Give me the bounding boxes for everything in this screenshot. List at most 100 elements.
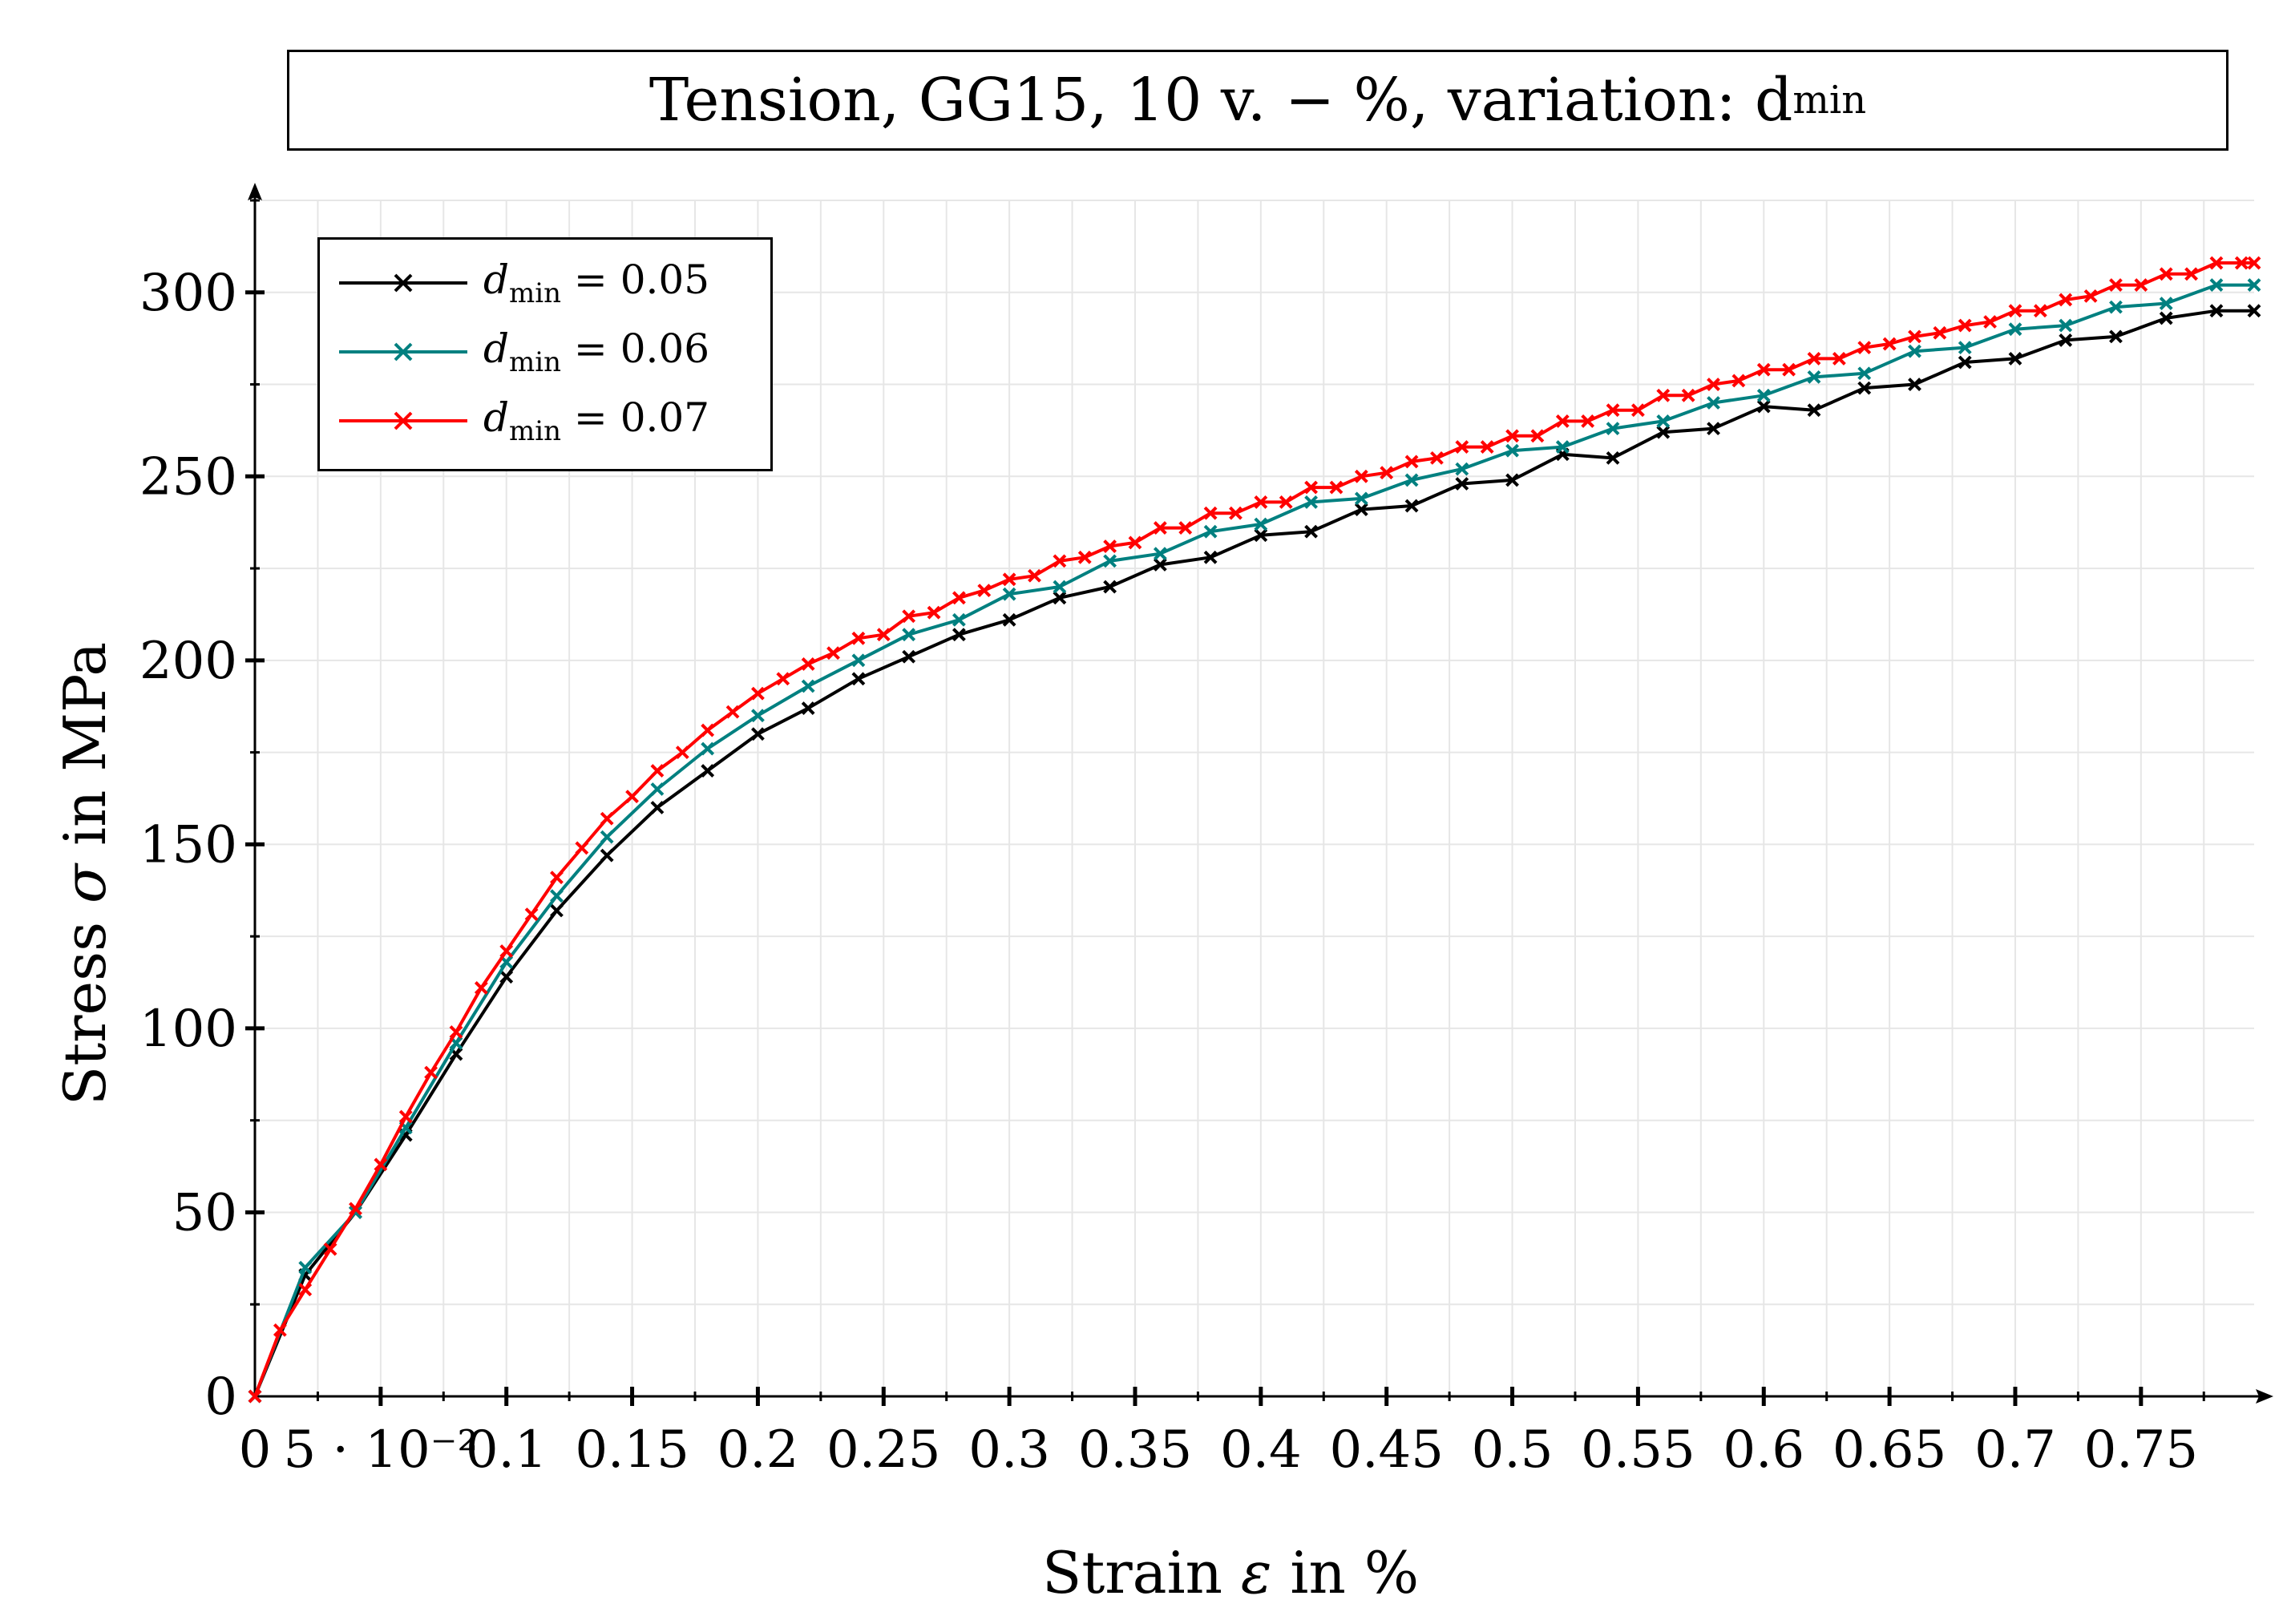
data-point	[1203, 524, 1218, 539]
data-point	[2247, 256, 2261, 270]
data-point	[499, 970, 514, 984]
data-point	[1455, 440, 1469, 454]
x-tick-label: 0.35	[1078, 1420, 1193, 1480]
data-point	[776, 672, 790, 686]
y-axis-label-symbol: σ	[51, 863, 119, 904]
legend-label: dmin = 0.06	[483, 325, 709, 378]
data-point	[1455, 477, 1469, 491]
data-point	[1807, 370, 1821, 384]
data-point	[751, 709, 765, 723]
data-point	[600, 830, 614, 844]
data-point	[2083, 289, 2098, 303]
data-point	[1681, 388, 1695, 402]
data-point	[1756, 388, 1771, 402]
y-axis-label-text: Stress	[51, 903, 119, 1106]
x-tick-label: 0.75	[2084, 1420, 2199, 1480]
x-tick-label: 0.1	[466, 1420, 548, 1480]
data-point	[1455, 462, 1469, 476]
y-tick-label: 50	[172, 1183, 237, 1242]
data-point	[851, 672, 866, 686]
data-point	[1053, 591, 1067, 605]
data-point	[1555, 414, 1570, 428]
data-point	[1581, 414, 1595, 428]
legend-subscript: min	[509, 415, 562, 447]
data-point	[1933, 325, 1947, 340]
data-point	[2209, 304, 2224, 318]
data-point	[1153, 547, 1167, 561]
data-point	[1178, 521, 1193, 535]
data-point	[1958, 355, 1972, 370]
data-point	[701, 723, 715, 737]
x-axis-label-symbol: ε	[1240, 1539, 1272, 1606]
data-point	[1279, 495, 1293, 509]
data-point	[1782, 362, 1796, 377]
data-point	[876, 628, 891, 642]
x-tick-label: 0.15	[575, 1420, 689, 1480]
data-point	[1983, 315, 1998, 329]
y-tick-label: 250	[139, 447, 237, 507]
legend: dmin = 0.05 dmin = 0.06 dmin = 0.07	[317, 237, 773, 471]
data-point	[2109, 329, 2123, 344]
data-point	[273, 1323, 287, 1337]
chart-title-text: Tension, GG15, 10 v. − %, variation: d	[649, 66, 1793, 135]
y-tick-label: 100	[139, 1000, 237, 1059]
legend-item: dmin = 0.06	[339, 320, 709, 384]
data-point	[1103, 539, 1117, 553]
data-point	[1505, 429, 1519, 443]
data-point	[826, 646, 840, 661]
chart-title: Tension, GG15, 10 v. − %, variation: d mi…	[287, 50, 2228, 151]
data-point	[1028, 568, 1041, 583]
x-tick-label: 0.6	[1723, 1420, 1804, 1480]
data-point	[1731, 374, 1746, 388]
data-point	[725, 705, 740, 719]
data-point	[1103, 580, 1117, 594]
data-point	[952, 612, 966, 627]
chart-title-subscript: min	[1792, 78, 1867, 123]
data-point	[1756, 399, 1771, 414]
legend-subscript: min	[509, 277, 562, 309]
legend-value: = 0.05	[561, 257, 710, 303]
data-point	[1380, 466, 1394, 480]
legend-symbol: d	[483, 394, 510, 441]
x-tick-label: 0.3	[968, 1420, 1050, 1480]
data-point	[1807, 351, 1821, 366]
data-point	[1505, 443, 1519, 458]
data-point	[575, 841, 589, 855]
data-point	[2247, 278, 2261, 293]
data-point	[1002, 612, 1016, 627]
data-point	[1229, 506, 1243, 520]
data-point	[2008, 322, 2022, 337]
data-point	[1354, 503, 1368, 517]
data-point	[1103, 554, 1117, 568]
legend-subscript: min	[509, 346, 562, 378]
data-point	[499, 944, 514, 958]
data-point	[1354, 469, 1368, 483]
data-point	[650, 764, 665, 778]
legend-value: = 0.06	[561, 325, 710, 372]
data-point	[1707, 422, 1720, 436]
data-point	[550, 871, 564, 885]
data-point	[801, 657, 815, 671]
x-tick-label: 0.55	[1581, 1420, 1695, 1480]
data-point	[1530, 429, 1545, 443]
x-tick-label: 0.25	[826, 1420, 941, 1480]
data-point	[1857, 366, 1872, 381]
data-point	[298, 1283, 313, 1297]
series-1	[248, 304, 2261, 1404]
data-point	[1002, 572, 1016, 587]
data-point	[1832, 351, 1846, 366]
data-point	[801, 679, 815, 693]
data-point	[1430, 450, 1444, 465]
data-point	[1304, 524, 1318, 539]
data-point	[1958, 341, 1972, 355]
data-point	[952, 628, 966, 642]
data-point	[1077, 550, 1092, 564]
data-point	[1656, 388, 1671, 402]
data-point	[2209, 256, 2224, 270]
data-point	[751, 727, 765, 741]
data-point	[851, 631, 866, 645]
y-axis-label-unit: in MPa	[51, 641, 119, 864]
data-point	[952, 591, 966, 605]
data-point	[1254, 528, 1268, 543]
data-point	[398, 1109, 413, 1124]
